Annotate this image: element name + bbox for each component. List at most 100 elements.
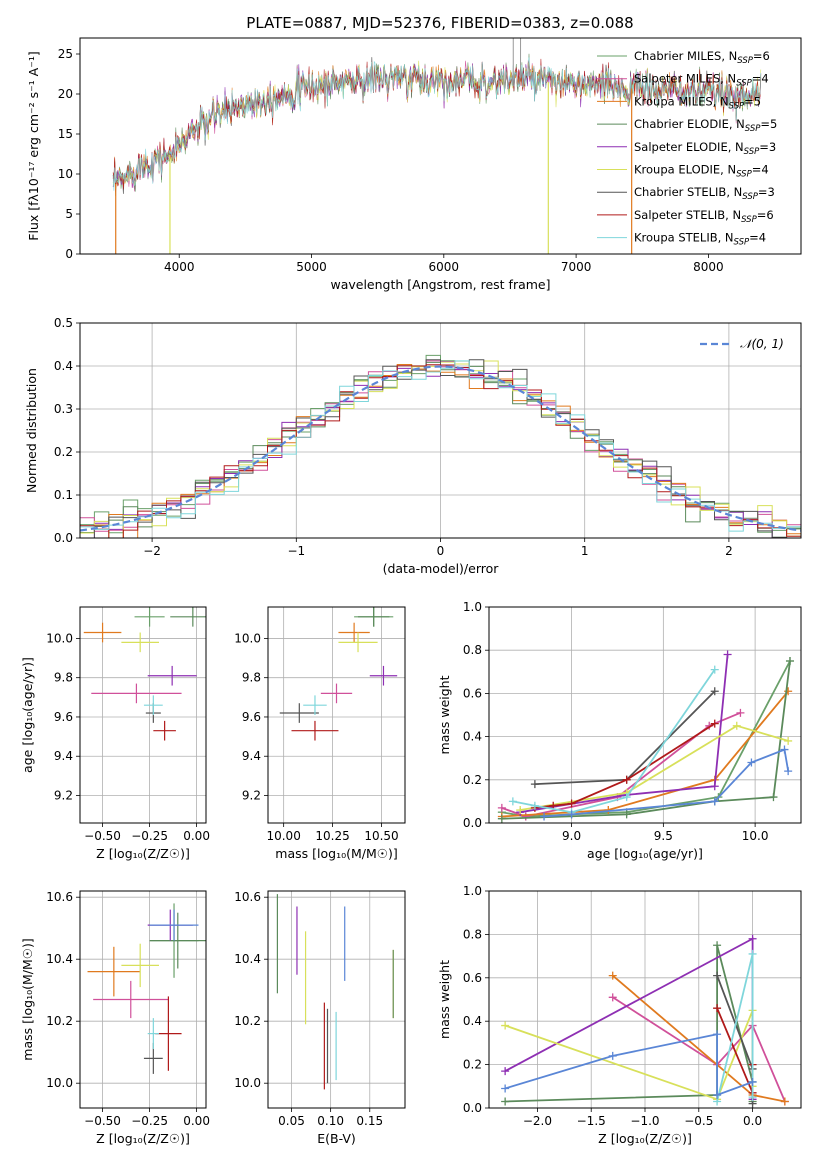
age_vs_Z-ytick-label: 9.2 bbox=[54, 789, 73, 803]
weight_vs_age-xlabel: age [log₁₀(age/yr)] bbox=[587, 846, 703, 861]
weight_vs_Z-series-3 bbox=[504, 937, 754, 1100]
weight_vs_age-ytick-label: 0.8 bbox=[463, 643, 482, 657]
age_vs_Z-ytick-label: 9.8 bbox=[54, 671, 73, 685]
weight_vs_age-ytick-label: 1.0 bbox=[463, 600, 482, 614]
weight_vs_age-marker-3-4 bbox=[785, 657, 794, 665]
age_vs_Z-plot-area bbox=[83, 607, 206, 741]
weight_vs_age-marker-8-4 bbox=[710, 665, 719, 674]
weight_vs_Z-marker-8-1 bbox=[608, 1051, 617, 1060]
weight_vs_age-marker-1-0 bbox=[497, 803, 506, 812]
age_vs_mass-ytick-label: 10.0 bbox=[234, 631, 261, 645]
spectrum-ylabel: Flux [fλ10⁻¹⁷ erg cm⁻² s⁻¹ A⁻¹] bbox=[26, 51, 41, 240]
residual_hist-axes: −2 −1 0 1 2 0.0 0.1 0.2 0.3 0.4 0.5 (data-model)/er… bbox=[24, 316, 801, 576]
spectrum-xtick-label: 8000 bbox=[693, 260, 724, 274]
age_vs_Z-ytick-label: 9.4 bbox=[54, 749, 73, 763]
mass_vs_Z-xtick-label: −0.50 bbox=[84, 1114, 121, 1128]
weight_vs_age-marker-9-4 bbox=[780, 745, 789, 754]
weight_vs_Z-axes: −2.0 −1.5 −1.0 −0.5 0.0 0.0 0.2 0.4 0.6 0.8 1.0 Z [… bbox=[437, 884, 801, 1146]
spectrum-xtick-label: 6000 bbox=[429, 260, 460, 274]
weight_vs_age-ytick-label: 0.0 bbox=[463, 816, 482, 830]
weight_vs_age-marker-1-1 bbox=[521, 812, 530, 821]
residual_hist-ytick-label: 0.0 bbox=[54, 531, 73, 545]
spectrum-plot-area bbox=[112, 38, 762, 254]
weight_vs_Z-marker-5-0 bbox=[713, 971, 722, 980]
weight_vs_Z-marker-7-1 bbox=[748, 949, 757, 958]
age_vs_Z-frame bbox=[79, 606, 207, 824]
weight_vs_age-series-2 bbox=[501, 690, 789, 818]
weight_vs_Z-series-4 bbox=[504, 1010, 754, 1101]
weight_vs_Z-ytick-label: 0.8 bbox=[463, 927, 482, 941]
weight_vs_Z-marker-8-4 bbox=[748, 1077, 757, 1086]
mass_vs_Z-xtick-label: 0.00 bbox=[183, 1114, 210, 1128]
spectrum-ytick-label: 15 bbox=[58, 127, 73, 141]
weight_vs_Z-ytick-label: 0.4 bbox=[463, 1014, 482, 1028]
mass_vs_ebv-ytick-label: 10.4 bbox=[234, 952, 261, 966]
weight_vs_age-marker-4-2 bbox=[710, 782, 719, 791]
spectrum-series-8 bbox=[112, 57, 762, 191]
spectrum-ytick-label: 25 bbox=[58, 47, 73, 61]
residual_hist-xtick-label: −1 bbox=[287, 544, 305, 558]
spectrum-ytick-label: 10 bbox=[58, 167, 73, 181]
legend-label-3: Chabrier ELODIE, NSSP=5 bbox=[634, 117, 777, 134]
residual_hist-xtick-label: 1 bbox=[581, 544, 589, 558]
age_vs_mass-ytick-label: 9.2 bbox=[242, 789, 261, 803]
age_vs_mass-axes: 10.00 10.25 10.50 9.2 9.4 9.6 9.8 10.0 mass [log… bbox=[234, 607, 405, 861]
weight_vs_age-series-8 bbox=[512, 669, 716, 814]
legend-label-8: Kroupa STELIB, NSSP=4 bbox=[634, 231, 766, 248]
weight_vs_age-marker-9-5 bbox=[784, 767, 793, 776]
weight_vs_age-ytick-label: 0.6 bbox=[463, 686, 482, 700]
mass_vs_Z-ylabel: mass [log₁₀(M/M☉)] bbox=[20, 938, 35, 1060]
age_vs_Z-xlabel: Z [log₁₀(Z/Z☉)] bbox=[96, 846, 190, 861]
weight_vs_Z-marker-8-0 bbox=[501, 1084, 510, 1093]
spectrum-legend: Chabrier MILES, NSSP=6 Salpeter MILES, NS… bbox=[597, 49, 777, 248]
weight_vs_age-marker-3-1 bbox=[622, 810, 631, 819]
residual_hist-plot-area bbox=[80, 354, 801, 538]
weight_vs_age-marker-4-3 bbox=[723, 650, 732, 659]
residual_hist-ytick-label: 0.1 bbox=[54, 488, 73, 502]
weight_vs_Z-xtick-label: −2.0 bbox=[523, 1114, 552, 1128]
residual_hist-xtick-label: 0 bbox=[437, 544, 445, 558]
weight_vs_Z-marker-2-0 bbox=[608, 971, 617, 980]
weight_vs_Z-series-1 bbox=[612, 996, 786, 1102]
weight_vs_Z-plot-area bbox=[501, 934, 789, 1108]
mass_vs_Z-xtick-label: −0.25 bbox=[131, 1114, 168, 1128]
weight_vs_Z-ylabel: mass weight bbox=[437, 960, 452, 1039]
legend-label-2: Kroupa MILES, NSSP=5 bbox=[634, 94, 761, 111]
residual_hist-xlabel: (data-model)/error bbox=[383, 561, 500, 576]
weight_vs_Z-xtick-label: −1.5 bbox=[577, 1114, 606, 1128]
weight_vs_age-marker-3-0 bbox=[497, 814, 506, 823]
residual_hist-ylabel: Normed distribution bbox=[24, 368, 39, 493]
weight_vs_Z-ytick-label: 1.0 bbox=[463, 884, 482, 898]
mass_vs_Z-ytick-label: 10.2 bbox=[46, 1014, 73, 1028]
weight_vs_age-xtick-label: 10.0 bbox=[742, 829, 769, 843]
mass_vs_ebv-xlabel: E(B-V) bbox=[317, 1131, 356, 1146]
weight_vs_Z-marker-3-0 bbox=[501, 1067, 510, 1076]
legend-label-5: Kroupa ELODIE, NSSP=4 bbox=[634, 163, 769, 180]
residual_hist-xtick-label: −2 bbox=[143, 544, 161, 558]
weight_vs_age-marker-7-4 bbox=[710, 719, 719, 728]
age_vs_Z-xtick-label: −0.50 bbox=[84, 829, 121, 843]
age_vs_mass-ytick-label: 9.8 bbox=[242, 671, 261, 685]
weight_vs_age-series-1 bbox=[501, 711, 741, 818]
mass_vs_ebv-ytick-label: 10.2 bbox=[234, 1014, 261, 1028]
weight_vs_age-marker-6-2 bbox=[710, 687, 719, 696]
weight_vs_Z-marker-4-0 bbox=[501, 1021, 510, 1030]
weight_vs_age-xtick-label: 9.0 bbox=[562, 829, 581, 843]
mass_vs_Z-ytick-label: 10.4 bbox=[46, 952, 73, 966]
weight_vs_age-frame bbox=[488, 606, 802, 824]
spectrum-xlabel: wavelength [Angstrom, rest frame] bbox=[330, 277, 550, 292]
weight_vs_age-marker-3-3 bbox=[769, 793, 778, 802]
age_vs_mass-frame bbox=[267, 606, 406, 824]
mass_vs_Z-ytick-label: 10.6 bbox=[46, 890, 73, 904]
figure-title: PLATE=0887, MJD=52376, FIBERID=0383, z=0… bbox=[246, 14, 633, 32]
age_vs_Z-ylabel: age [log₁₀(age/yr)] bbox=[20, 657, 35, 773]
normal-curve bbox=[80, 365, 801, 532]
age_vs_Z-ytick-label: 10.0 bbox=[46, 631, 73, 645]
mass_vs_ebv-xtick-label: 0.10 bbox=[317, 1114, 344, 1128]
legend-label-4: Salpeter ELODIE, NSSP=3 bbox=[634, 140, 776, 157]
weight_vs_Z-marker-6-0 bbox=[713, 1004, 722, 1013]
weight_vs_Z-ytick-label: 0.6 bbox=[463, 971, 482, 985]
weight_vs_Z-marker-1-0 bbox=[608, 993, 617, 1002]
age_vs_mass-xtick-label: 10.25 bbox=[315, 829, 349, 843]
residual_hist-ytick-label: 0.5 bbox=[54, 316, 73, 330]
